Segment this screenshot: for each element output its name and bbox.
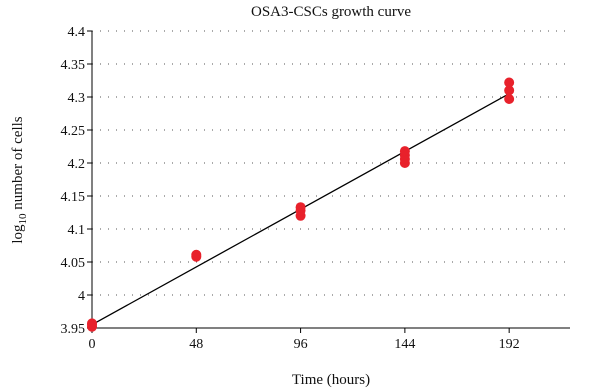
data-point bbox=[295, 202, 306, 213]
data-point bbox=[504, 77, 515, 88]
y-axis-label-suffix: number of cells bbox=[10, 116, 26, 213]
data-point bbox=[504, 85, 515, 96]
data-point bbox=[87, 318, 97, 329]
data-point bbox=[191, 249, 202, 260]
x-axis-ticks: 0 48 96 144 192 bbox=[89, 328, 520, 352]
y-axis-ticks: 3.95 4 4.05 4.1 4.15 4.2 4.25 4.3 4.35 4.4 bbox=[61, 25, 92, 337]
y-tick-label: 4.3 bbox=[68, 91, 86, 106]
x-tick-label: 48 bbox=[189, 337, 203, 352]
x-tick-label: 144 bbox=[394, 337, 415, 352]
y-axis-label: log10 number of cells bbox=[10, 116, 29, 243]
x-axis-label: Time (hours) bbox=[292, 372, 370, 388]
grid-lines bbox=[92, 30, 570, 296]
y-tick-label: 4.1 bbox=[68, 223, 86, 238]
x-tick-label: 192 bbox=[499, 337, 520, 352]
y-tick-label: 4.25 bbox=[61, 124, 86, 139]
y-tick-label: 4.2 bbox=[68, 157, 86, 172]
y-tick-label: 4.35 bbox=[61, 58, 86, 73]
y-tick-label: 4.05 bbox=[61, 256, 86, 271]
chart-title: OSA3-CSCs growth curve bbox=[251, 4, 411, 20]
data-point bbox=[399, 146, 410, 157]
x-tick-label: 96 bbox=[294, 337, 308, 352]
x-tick-label: 0 bbox=[89, 337, 96, 352]
y-axis-label-subscript: 10 bbox=[17, 213, 29, 225]
y-axis-label-prefix: log bbox=[10, 224, 26, 244]
y-tick-label: 4.15 bbox=[61, 190, 86, 205]
data-points bbox=[87, 77, 515, 332]
data-point bbox=[504, 93, 515, 104]
y-tick-label: 3.95 bbox=[61, 322, 86, 337]
y-tick-label: 4 bbox=[78, 289, 85, 304]
y-tick-label: 4.4 bbox=[68, 25, 86, 40]
